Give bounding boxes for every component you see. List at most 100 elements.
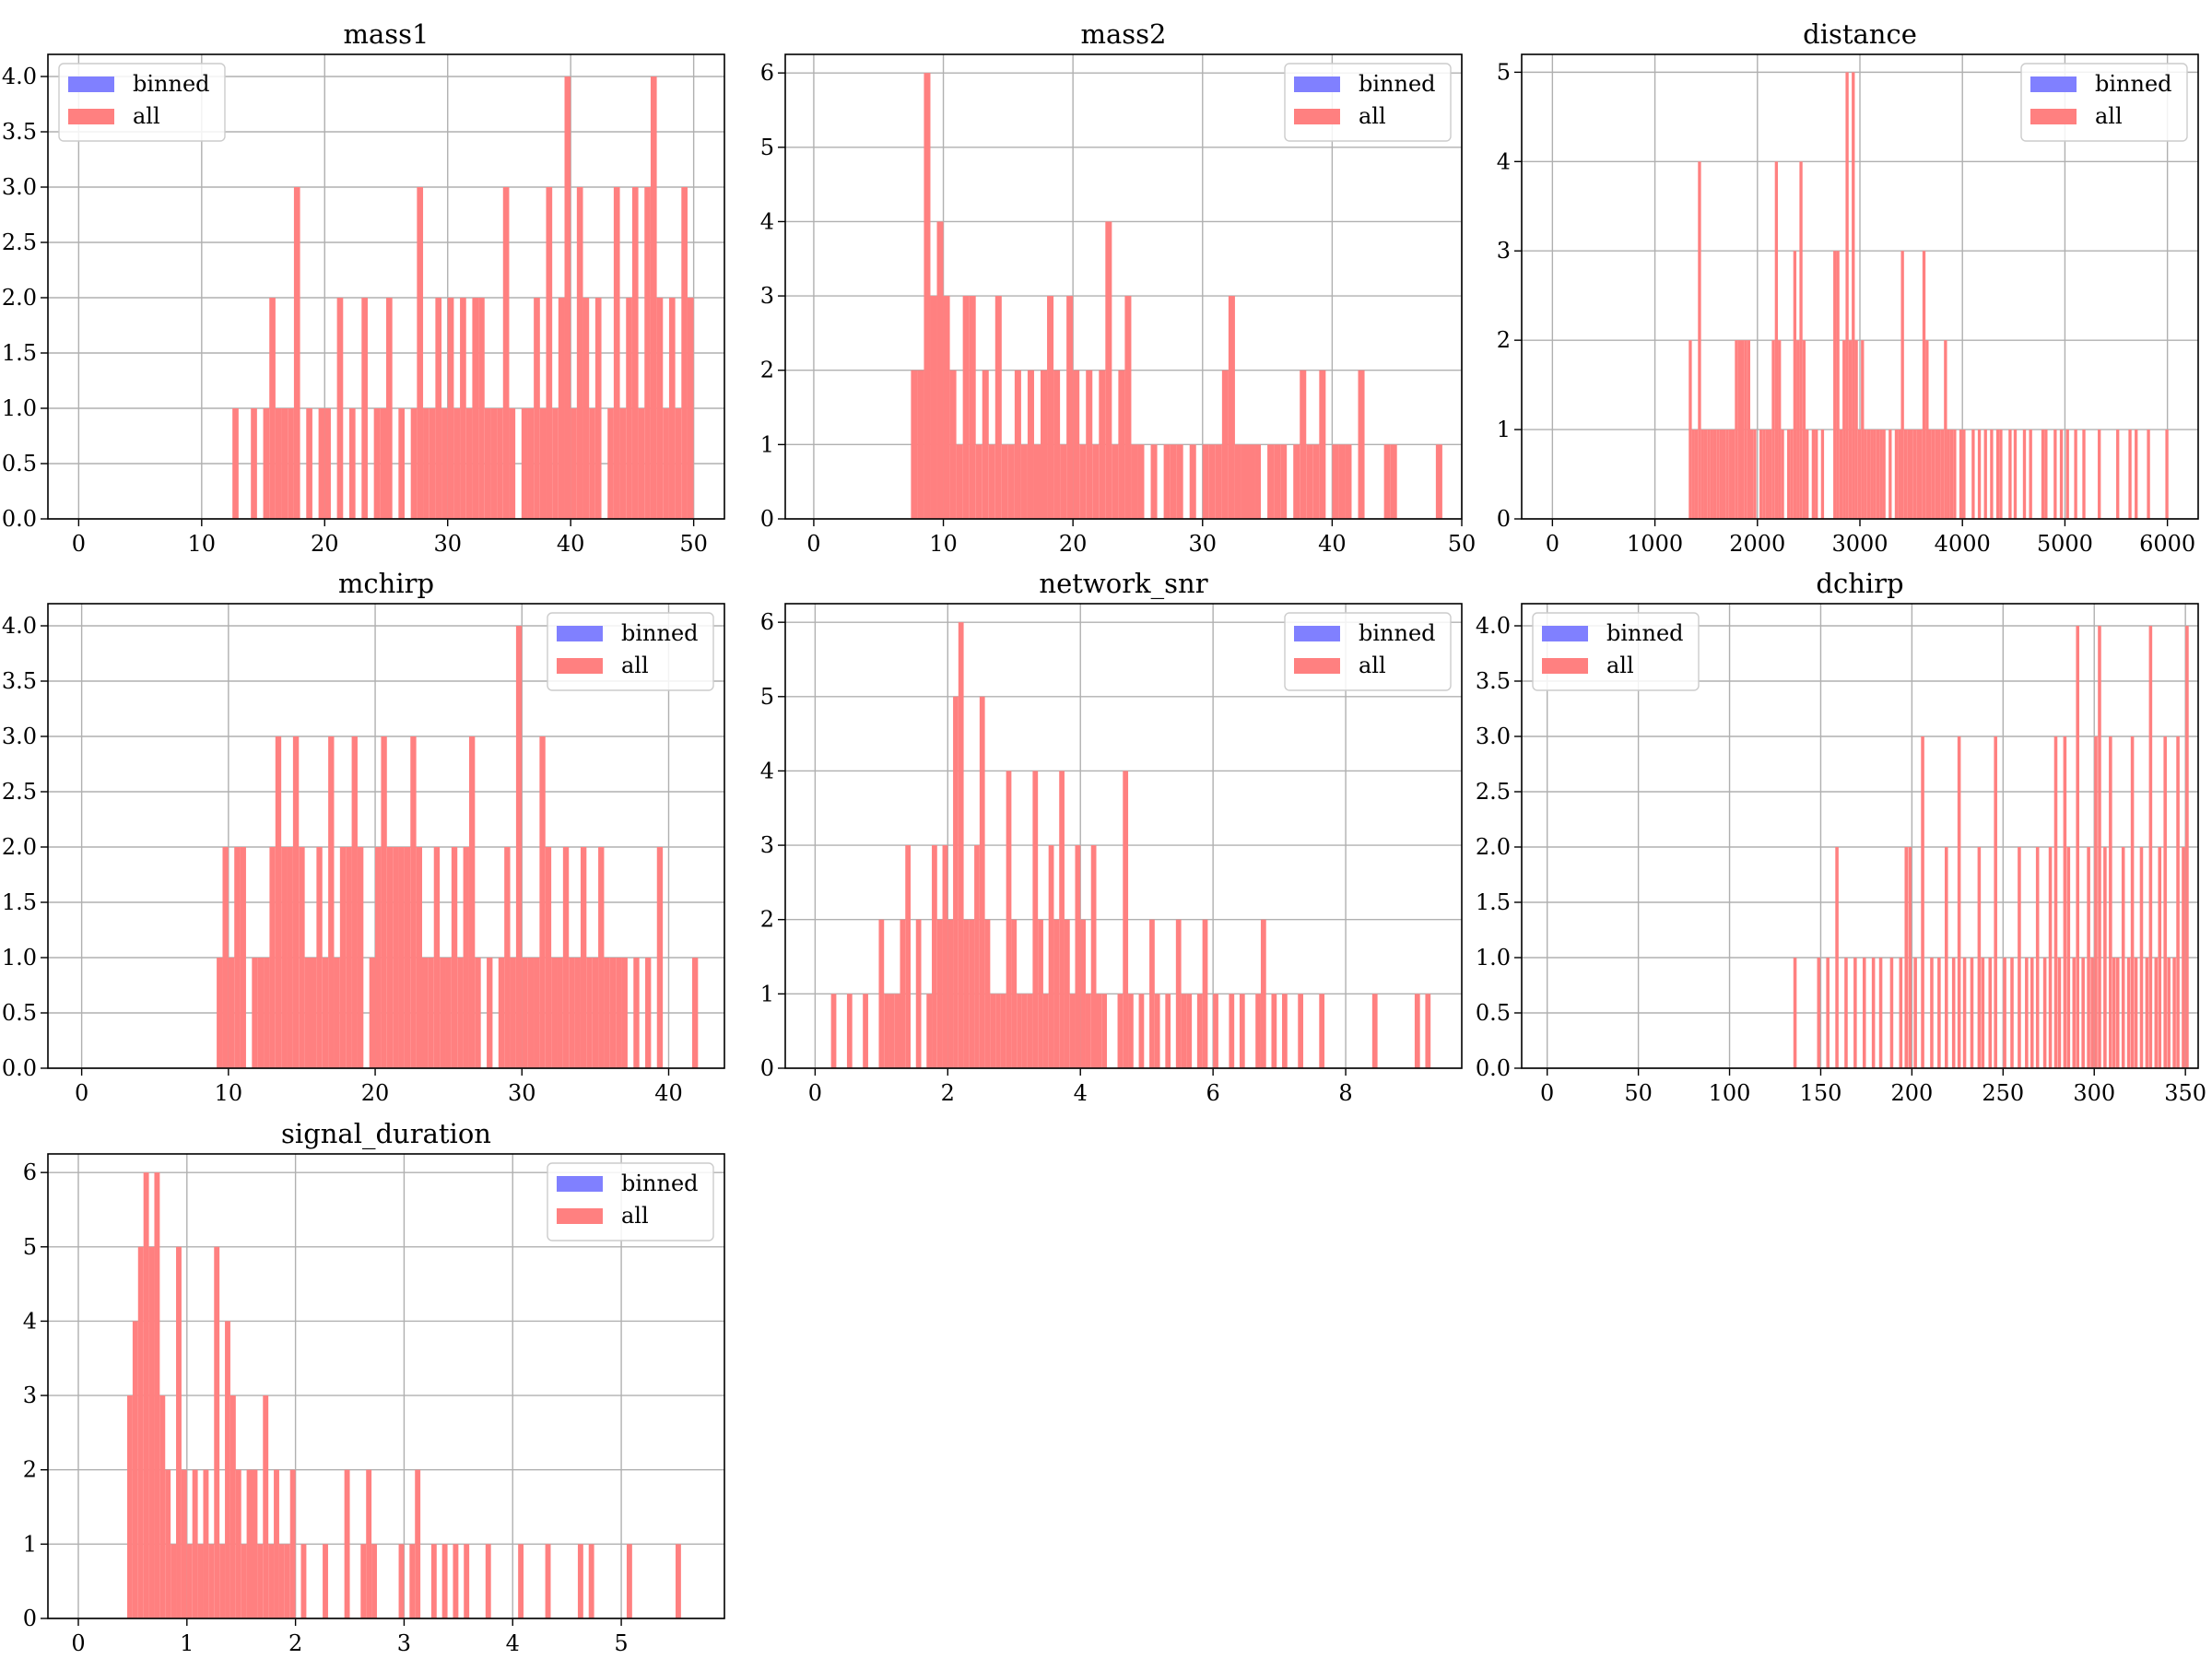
chart-panel-network_snr: network_snr 0 2 4 6 8 0 1 2 3 4 5 6 binned all	[760, 568, 1463, 1106]
histogram-bar-all	[1904, 847, 1909, 1068]
histogram-bar-all	[1970, 958, 1974, 1068]
histogram-bar-all	[1878, 958, 1883, 1068]
x-tick-label: 30	[508, 1080, 536, 1106]
histogram-bar-all	[958, 622, 964, 1068]
histogram-bar-all	[1319, 994, 1325, 1068]
histogram-bar-all	[1793, 958, 1797, 1068]
histogram-bar-all	[1086, 370, 1093, 519]
chart-title: signal_duration	[281, 1118, 491, 1150]
chart-panel-dchirp: dchirp 0 50 100 150 200 250 300 350 0.0 0.5 1.0 1.5 2…	[1476, 568, 2206, 1106]
histogram-bar-all	[398, 1544, 405, 1618]
legend-swatch-binned	[68, 76, 114, 92]
histogram-bar-all	[1186, 994, 1193, 1068]
histogram-bar-all	[1254, 444, 1262, 519]
chart-title: dchirp	[1816, 568, 1903, 599]
histogram-bar-all	[1096, 994, 1102, 1068]
histogram-bar-all	[1894, 429, 1899, 519]
histogram-bar-all	[463, 847, 469, 1068]
y-tick-label: 4	[760, 758, 774, 783]
histogram-bar-all	[846, 994, 853, 1068]
histogram-bar-all	[963, 919, 970, 1068]
histogram-bar-all	[1806, 429, 1809, 519]
axes-frame	[47, 1153, 725, 1619]
histogram-bar-all	[888, 994, 895, 1068]
histogram-bar-all	[1698, 161, 1701, 520]
histogram-bar-all	[1215, 444, 1222, 519]
histogram-bar-all	[1281, 994, 1288, 1068]
histogram-bar-all	[1247, 444, 1255, 519]
histogram-bar-all	[381, 736, 387, 1068]
y-tick-label: 4	[1497, 148, 1511, 174]
histogram-bar-all	[2109, 736, 2112, 1068]
histogram-bar-all	[1753, 429, 1757, 519]
histogram-bar-all	[2008, 429, 2012, 519]
histogram-bar-all	[339, 847, 347, 1068]
histogram-bar-all	[534, 958, 540, 1068]
histogram-bar-all	[562, 847, 570, 1068]
histogram-bar-all	[974, 845, 980, 1068]
y-tick-label: 3	[760, 832, 774, 858]
histogram-bar-all	[1208, 444, 1216, 519]
histogram-bar-all	[252, 958, 258, 1068]
legend-label-all: all	[1606, 653, 1634, 678]
legend: binned all	[1284, 63, 1452, 142]
histogram-bar-all	[1977, 847, 1982, 1068]
chart-title: mchirp	[338, 568, 434, 599]
histogram-bar-all	[371, 1544, 377, 1618]
histogram-bar-all	[1990, 429, 1994, 519]
histogram-bar-all	[1300, 370, 1307, 519]
histogram-bar-all	[311, 958, 317, 1068]
histogram-bar-all	[522, 958, 528, 1068]
histogram-bar-all	[609, 958, 617, 1068]
histogram-bar-all	[1131, 444, 1138, 519]
histogram-bar-all	[1358, 370, 1365, 519]
x-tick-label: 2000	[1729, 531, 1785, 557]
histogram-bar-all	[1101, 994, 1108, 1068]
histogram-bar-all	[1189, 444, 1196, 519]
histogram-bar-all	[2053, 429, 2057, 519]
x-tick-label: 20	[361, 1080, 390, 1106]
histogram-bar-all	[589, 408, 595, 519]
histogram-bar-all	[1959, 429, 1963, 519]
histogram-bar-all	[1854, 340, 1858, 519]
histogram-bar-all	[588, 1544, 594, 1618]
histogram-bar-all	[165, 1469, 171, 1618]
histogram-bar-all	[137, 1246, 144, 1618]
histogram-bar-all	[675, 408, 682, 519]
legend-label-all: all	[621, 1203, 649, 1229]
histogram-bar-all	[409, 1544, 416, 1618]
histogram-bar-all	[953, 696, 959, 1068]
x-tick-label: 5000	[2037, 531, 2093, 557]
histogram-bar-all	[1857, 429, 1862, 519]
histogram-bar-all	[275, 408, 282, 519]
histogram-bar-all	[1149, 919, 1155, 1068]
histogram-bar-all	[2182, 847, 2185, 1068]
histogram-bar-all	[687, 298, 694, 519]
histogram-bar-all	[1931, 429, 1936, 519]
histogram-bar-all	[1940, 429, 1945, 519]
histogram-bar-all	[915, 919, 922, 1068]
histogram-bar-all	[571, 408, 577, 519]
histogram-bar-all	[2145, 958, 2149, 1068]
histogram-bar-all	[306, 408, 312, 519]
histogram-bar-all	[1912, 429, 1917, 519]
histogram-bar-all	[942, 845, 948, 1068]
histogram-bar-all	[1053, 370, 1061, 519]
histogram-bar-all	[2115, 958, 2120, 1068]
histogram-bar-all	[1105, 221, 1112, 519]
histogram-bar-all	[1919, 429, 1923, 519]
histogram-bar-all	[1907, 429, 1911, 519]
legend-label-all: all	[133, 103, 160, 129]
histogram-bar-all	[917, 370, 924, 519]
histogram-bar-all	[1908, 847, 1912, 1068]
y-tick-label: 1.0	[1476, 945, 1511, 971]
x-tick-label: 30	[1189, 531, 1218, 557]
histogram-bar-all	[1229, 994, 1235, 1068]
histogram-bar-all	[240, 847, 246, 1068]
histogram-bar-all	[598, 847, 605, 1068]
x-tick-label: 200	[1890, 1080, 1933, 1106]
histogram-bar-all	[2022, 429, 2027, 519]
histogram-bar-all	[1981, 958, 1985, 1068]
legend-label-binned: binned	[133, 71, 210, 97]
histogram-bar-all	[176, 1246, 182, 1618]
